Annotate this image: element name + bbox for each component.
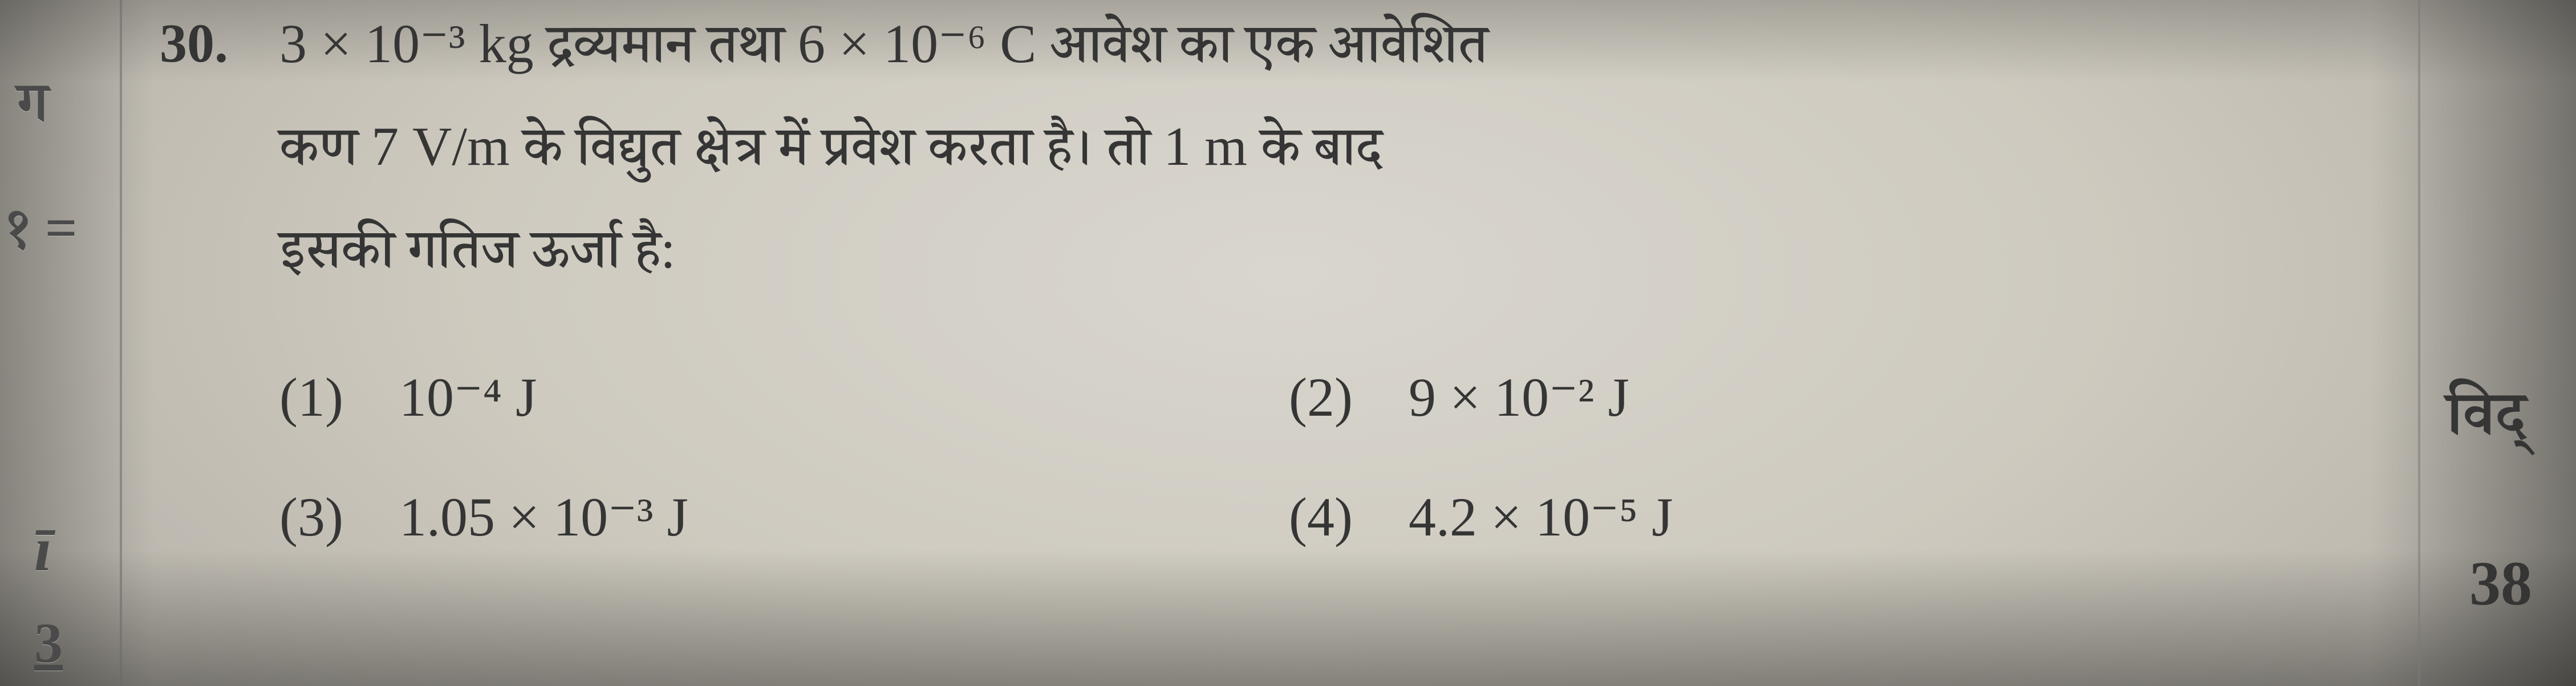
left-margin-fragment: 3 xyxy=(34,610,143,676)
left-margin-fragment: १ = xyxy=(6,194,114,283)
question-line: इसकी गतिज ऊर्जा है: xyxy=(279,217,676,302)
paper-background xyxy=(0,0,2576,686)
option-2: (2) 9 × 10⁻² J xyxy=(1289,365,1629,429)
right-divider xyxy=(2418,0,2420,686)
glyph: १ = xyxy=(6,196,78,259)
option-label: (4) xyxy=(1289,486,1353,547)
option-label: (2) xyxy=(1289,367,1353,428)
option-3: (3) 1.05 × 10⁻³ J xyxy=(279,485,688,549)
option-text: 9 × 10⁻² J xyxy=(1409,367,1629,428)
glyph: विद् xyxy=(2447,379,2526,448)
glyph: ī xyxy=(34,514,52,584)
page: ग १ = ī 3 30. 3 × 10⁻³ kg द्रव्यमान तथा … xyxy=(0,0,2576,686)
option-text: 1.05 × 10⁻³ J xyxy=(399,486,688,547)
question-line: कण 7 V/m के विद्युत क्षेत्र में प्रवेश क… xyxy=(279,114,1382,199)
option-label: (3) xyxy=(279,486,343,547)
option-text: 10⁻⁴ J xyxy=(399,367,537,428)
glyph: ग xyxy=(17,71,48,134)
option-text: 4.2 × 10⁻⁵ J xyxy=(1409,486,1673,547)
left-margin-fragment: ग xyxy=(17,68,125,157)
option-1: (1) 10⁻⁴ J xyxy=(279,365,537,429)
option-4: (4) 4.2 × 10⁻⁵ J xyxy=(1289,485,1673,549)
glyph: 3 xyxy=(34,611,63,675)
option-label: (1) xyxy=(279,367,343,428)
question-number: 30. xyxy=(160,11,228,75)
question-line: 3 × 10⁻³ kg द्रव्यमान तथा 6 × 10⁻⁶ C आवे… xyxy=(279,11,1488,96)
left-margin-fragment: ī xyxy=(34,513,143,586)
paper-vignette xyxy=(0,0,2576,686)
glyph: 38 xyxy=(2469,549,2532,618)
right-margin-fragment: विद् xyxy=(2447,376,2526,474)
right-margin-fragment: 38 xyxy=(2469,547,2532,620)
